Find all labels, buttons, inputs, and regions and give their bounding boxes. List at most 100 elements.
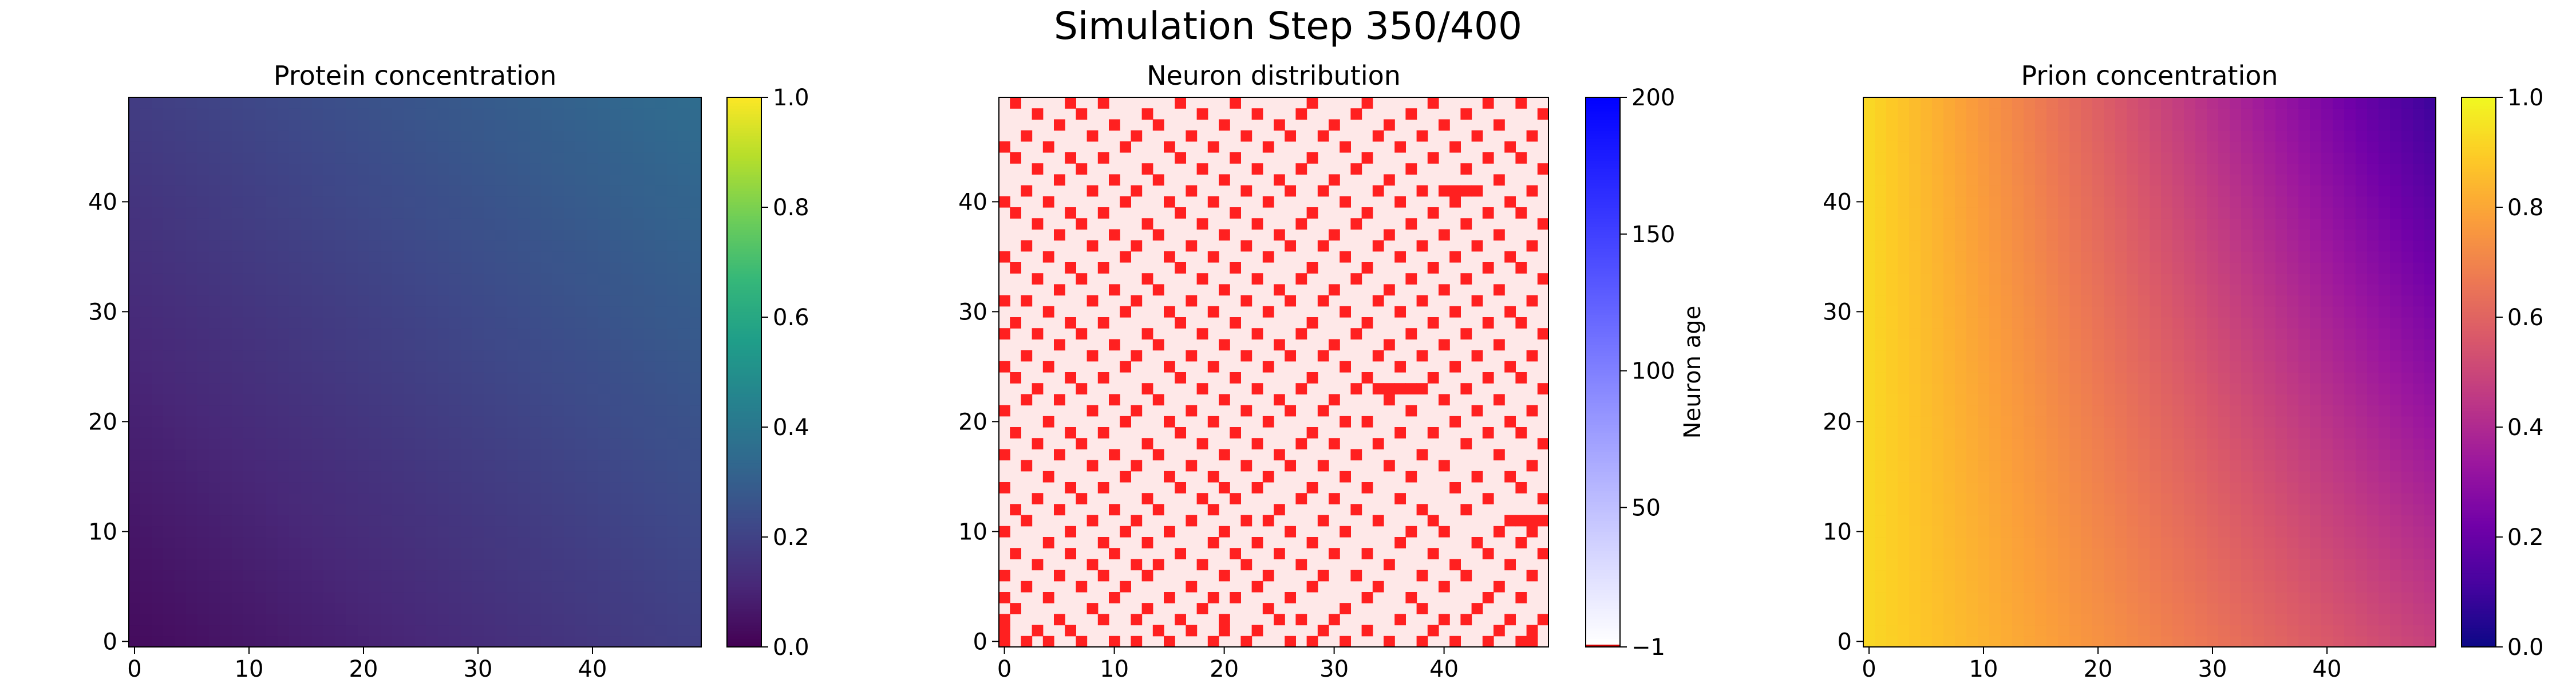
heatmap-cell: [2379, 504, 2391, 516]
heatmap-cell: [358, 152, 370, 164]
heatmap-cell: [2092, 460, 2104, 472]
heatmap-cell: [2138, 614, 2150, 626]
heatmap-cell: [655, 339, 667, 351]
heatmap-cell: [232, 196, 244, 208]
heatmap-cell: [2230, 625, 2242, 637]
heatmap-cell: [472, 537, 484, 548]
heatmap-cell: [2001, 427, 2013, 439]
colorbar-segment: [1586, 235, 1620, 238]
colorbar-segment: [1586, 429, 1620, 433]
heatmap-cell: [186, 592, 198, 603]
heatmap-cell: [2298, 625, 2310, 637]
colorbar-segment: [1586, 237, 1620, 241]
heatmap-cell: [255, 207, 267, 219]
colorbar-segment: [727, 460, 761, 464]
neuron-cell: [1537, 273, 1549, 285]
heatmap-cell: [426, 416, 438, 428]
heatmap-cell: [1932, 460, 1944, 472]
heatmap-cell: [449, 328, 461, 339]
heatmap-cell: [2024, 449, 2036, 461]
colorbar-segment: [727, 638, 761, 642]
heatmap-cell: [564, 152, 576, 164]
heatmap-cell: [426, 471, 438, 483]
heatmap-cell: [633, 515, 645, 527]
heatmap-cell: [552, 537, 564, 548]
colorbar-segment: [727, 635, 761, 639]
heatmap-cell: [2379, 416, 2391, 428]
heatmap-cell: [163, 163, 175, 175]
neuron-cell: [1230, 207, 1241, 219]
heatmap-cell: [552, 251, 564, 263]
heatmap-cell: [1886, 570, 1898, 582]
heatmap-cell: [655, 427, 667, 439]
heatmap-cell: [2127, 548, 2139, 559]
heatmap-cell: [2218, 449, 2230, 461]
heatmap-cell: [484, 416, 496, 428]
heatmap-cell: [2024, 625, 2036, 637]
heatmap-cell: [1909, 635, 1921, 647]
neuron-cell: [1494, 284, 1505, 296]
heatmap-cell: [655, 460, 667, 472]
heatmap-cell: [358, 350, 370, 362]
heatmap-cell: [197, 163, 210, 175]
heatmap-cell: [575, 328, 587, 339]
heatmap-cell: [2150, 427, 2162, 439]
heatmap-cell: [392, 438, 404, 449]
heatmap-cell: [301, 328, 313, 339]
neuron-cell: [1175, 482, 1186, 493]
heatmap-cell: [621, 185, 633, 197]
heatmap-cell: [495, 207, 507, 219]
heatmap-cell: [2367, 383, 2379, 394]
heatmap-cell: [518, 471, 530, 483]
heatmap-cell: [461, 130, 473, 142]
heatmap-cell: [2172, 350, 2184, 362]
heatmap-cell: [2310, 317, 2322, 329]
heatmap-cell: [232, 240, 244, 252]
colorbar-segment: [727, 446, 761, 450]
heatmap-cell: [175, 152, 187, 164]
heatmap-cell: [2390, 548, 2402, 559]
heatmap-cell: [2344, 482, 2356, 493]
heatmap-cell: [2172, 372, 2184, 384]
heatmap-cell: [507, 625, 519, 637]
neuron-cell: [1285, 592, 1296, 603]
heatmap-cell: [495, 130, 507, 142]
heatmap-cell: [152, 141, 164, 153]
heatmap-cell: [2218, 328, 2230, 339]
heatmap-cell: [2321, 581, 2333, 593]
heatmap-cell: [2356, 537, 2368, 548]
heatmap-cell: [404, 471, 416, 483]
heatmap-cell: [2035, 559, 2047, 571]
heatmap-cell: [1978, 405, 1990, 417]
heatmap-cell: [610, 592, 622, 603]
colorbar-segment: [727, 416, 761, 420]
neuron-cell: [1086, 603, 1099, 614]
heatmap-cell: [2195, 526, 2207, 538]
heatmap-cell: [472, 295, 484, 307]
neuron-cell: [1306, 537, 1318, 548]
heatmap-cell: [346, 493, 358, 504]
neuron-cell: [1186, 515, 1198, 527]
heatmap-cell: [655, 97, 667, 109]
heatmap-cell: [289, 240, 301, 252]
heatmap-cell: [1955, 635, 1967, 647]
heatmap-cell: [255, 328, 267, 339]
heatmap-cell: [278, 570, 290, 582]
heatmap-cell: [461, 526, 473, 538]
heatmap-cell: [587, 526, 599, 538]
heatmap-cell: [2127, 482, 2139, 493]
heatmap-cell: [358, 141, 370, 153]
colorbar-segment: [727, 594, 761, 598]
heatmap-cell: [381, 460, 393, 472]
heatmap-cell: [644, 295, 656, 307]
heatmap-cell: [507, 548, 519, 559]
heatmap-cell: [655, 449, 667, 461]
heatmap-cell: [2424, 405, 2436, 417]
heatmap-cell: [1921, 317, 1933, 329]
heatmap-cell: [197, 196, 210, 208]
heatmap-cell: [2195, 394, 2207, 406]
heatmap-cell: [2424, 548, 2436, 559]
heatmap-cell: [2230, 635, 2242, 647]
heatmap-cell: [2104, 471, 2116, 483]
heatmap-cell: [575, 339, 587, 351]
